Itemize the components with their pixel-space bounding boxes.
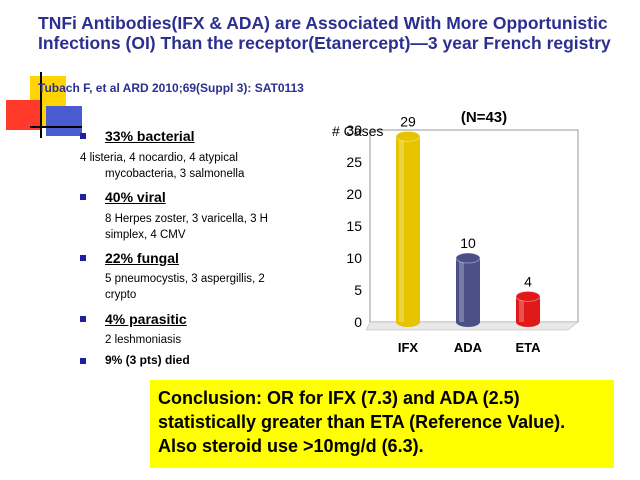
bullet-viral: 40% viral	[105, 189, 166, 205]
bar-base-eta	[516, 317, 540, 327]
decor-red-square	[6, 100, 40, 130]
y-tick-label: 0	[354, 314, 362, 330]
x-tick-label: ADA	[454, 340, 483, 355]
bullet-marker	[80, 255, 86, 261]
y-tick-label: 5	[354, 282, 362, 298]
bar-base-ifx	[396, 317, 420, 327]
detail-viral-line-2: simplex, 4 CMV	[105, 229, 186, 241]
bar-base-ada	[456, 317, 480, 327]
data-label: 29	[400, 113, 416, 129]
detail-bacterial-line-1: 4 listeria, 4 nocardio, 4 atypical	[80, 152, 238, 164]
chart-title: (N=43)	[461, 109, 507, 126]
bar-ada	[456, 258, 480, 322]
bar-highlight	[519, 296, 524, 322]
y-tick-label: 30	[346, 122, 362, 138]
bullet-bacterial: 33% bacterial	[105, 128, 195, 144]
bar-top-ada	[455, 252, 481, 264]
detail-parasitic-line-1: 2 leshmoniasis	[105, 334, 182, 346]
detail-fungal-line-1: 5 pneumocystis, 3 aspergillis, 2	[105, 273, 265, 285]
detail-bacterial-line-2: mycobacteria, 3 salmonella	[105, 168, 245, 180]
bar-top-eta	[515, 290, 541, 302]
bullet-marker	[80, 194, 86, 200]
citation: Tubach F, et al ARD 2010;69(Suppl 3): SA…	[38, 81, 304, 95]
decor-blue-square	[46, 106, 82, 136]
y-tick-label: 10	[346, 250, 362, 266]
y-tick-label: 15	[346, 218, 362, 234]
bar-highlight	[399, 136, 404, 322]
detail-viral-line-1: 8 Herpes zoster, 3 varicella, 3 H	[105, 213, 268, 225]
bullet-marker	[80, 316, 86, 322]
slide-title: TNFi Antibodies(IFX & ADA) are Associate…	[38, 13, 611, 53]
bullet-parasitic: 4% parasitic	[105, 311, 187, 327]
conclusion-box: Conclusion: OR for IFX (7.3) and ADA (2.…	[150, 380, 614, 468]
bar-highlight	[459, 258, 464, 322]
data-label: 4	[524, 273, 532, 289]
detail-fungal-line-2: crypto	[105, 289, 137, 301]
bullet-marker	[80, 133, 86, 139]
died-note: 9% (3 pts) died	[105, 353, 190, 367]
bullet-marker	[80, 358, 86, 364]
decor-vertical-line	[40, 72, 42, 138]
bar-top-ifx	[395, 130, 421, 142]
decor-horizontal-line	[30, 126, 82, 128]
y-tick-label: 20	[346, 186, 362, 202]
data-label: 10	[460, 235, 476, 251]
y-axis-label: # Cases	[332, 123, 383, 139]
cases-bar-chart: 0 5 10 15 20 25 30# Cases (N=43) 29 IFX 10 ADA 4 ETA	[332, 109, 579, 355]
bar-ifx	[396, 136, 420, 322]
bullet-fungal: 22% fungal	[105, 250, 179, 266]
y-tick-label: 25	[346, 154, 362, 170]
x-tick-label: ETA	[515, 340, 541, 355]
x-tick-label: IFX	[398, 340, 419, 355]
